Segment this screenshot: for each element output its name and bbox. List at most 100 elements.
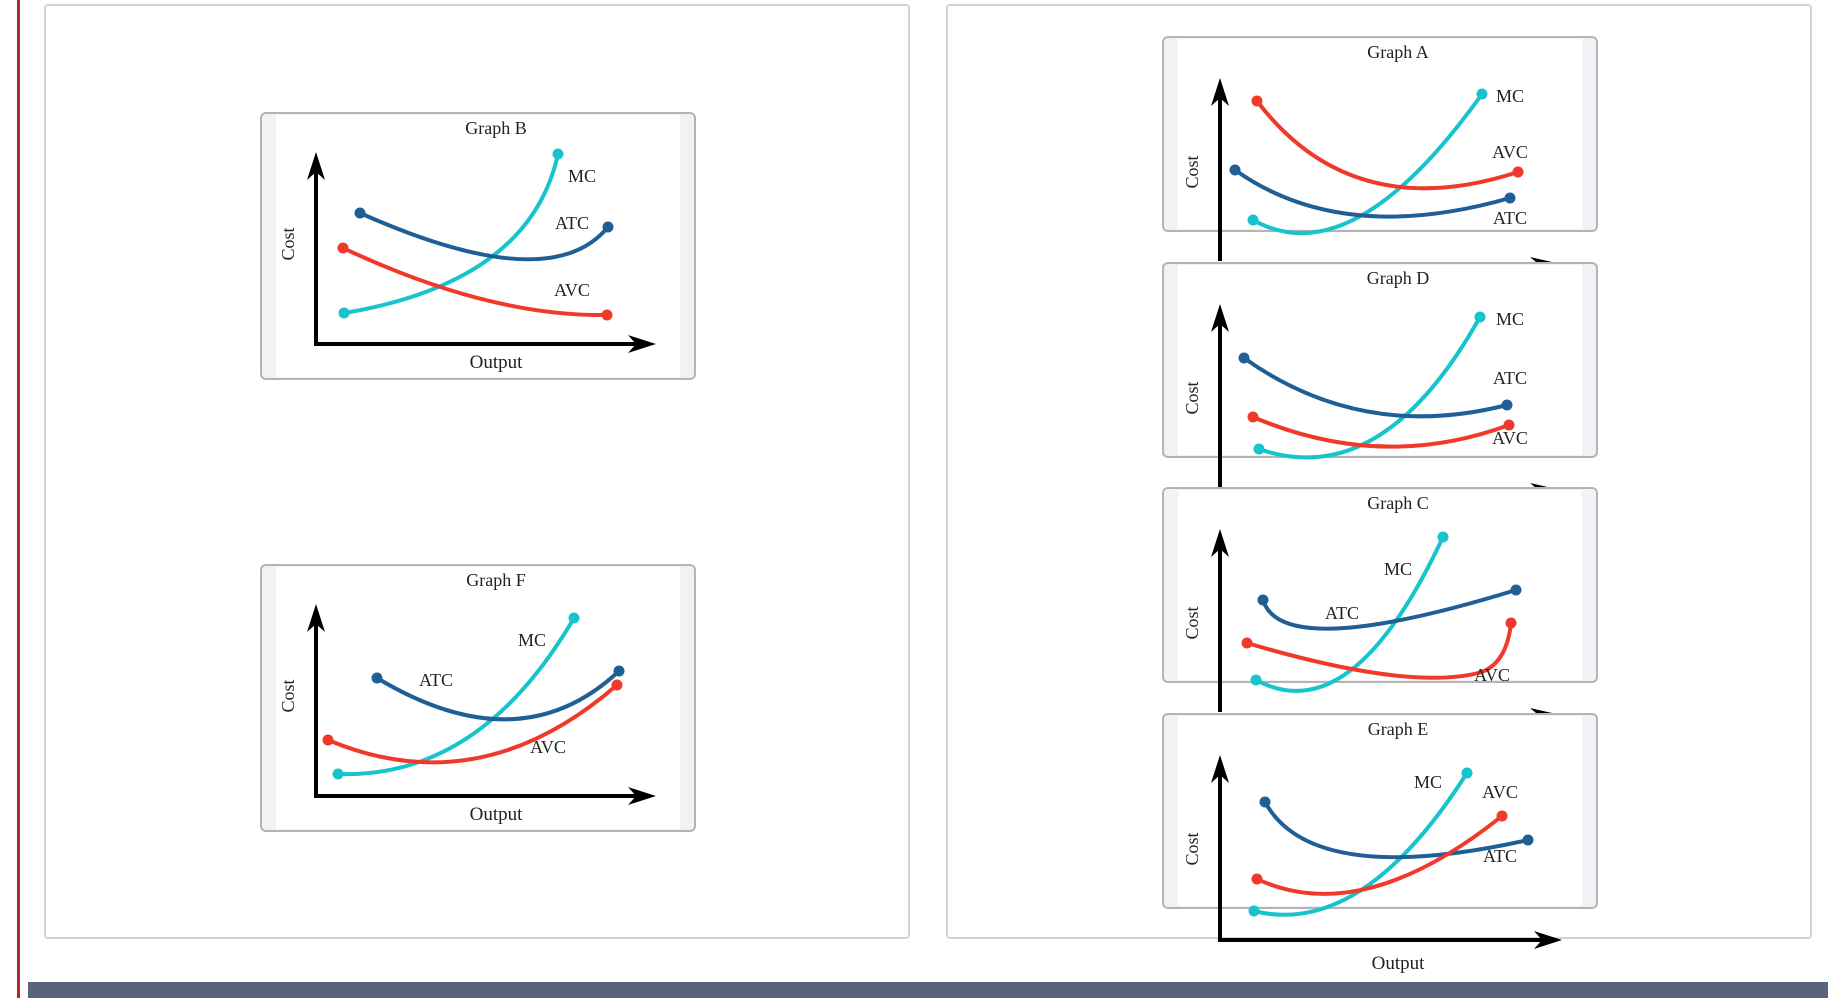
graph-e-svg: Graph E Output Cost MC AVC ATC [1182, 719, 1562, 974]
graph-d-avc-curve [1251, 415, 1511, 449]
right-graph-panel[interactable]: Graph A Cost MC AVC ATC Graph D Cost [946, 4, 1812, 974]
graph-b-y-axis-label: Cost [278, 227, 298, 260]
graph-c-atc-start-point [1257, 594, 1269, 606]
graph-a-y-arrowhead [1211, 78, 1229, 106]
graph-f-mc-start-point [332, 768, 344, 780]
graph-f-mc-curve [336, 616, 576, 777]
graph-e-mc-start-point [1248, 905, 1260, 917]
graph-b-atc-label: ATC [555, 213, 589, 233]
graph-d-avc-end-point [1503, 419, 1515, 431]
graph-f-avc-end-point [611, 679, 623, 691]
graph-e-x-axis-label: Output [1372, 953, 1426, 974]
graph-d-mc-label: MC [1496, 309, 1524, 329]
graph-e-card[interactable]: Graph E Output Cost MC AVC ATC [1162, 713, 1598, 974]
graph-a-svg: Graph A Cost MC AVC ATC [1182, 42, 1552, 267]
graph-c-avc-start-point [1241, 637, 1253, 649]
graph-d-mc-end-point [1474, 311, 1486, 323]
graph-c-card[interactable]: Graph C Cost MC ATC AVC [1162, 487, 1598, 718]
graph-f-avc-start-point [322, 734, 334, 746]
graph-c-atc-end-point [1510, 584, 1522, 596]
graph-c-mc-end-point [1437, 531, 1449, 543]
graph-a-mc-label: MC [1496, 86, 1524, 106]
graph-d-mc-start-point [1253, 443, 1265, 455]
graph-c-avc-label: AVC [1474, 665, 1510, 685]
graph-d-y-arrowhead [1211, 304, 1229, 332]
left-red-rule [17, 0, 20, 998]
graph-a-mc-end-point [1476, 88, 1488, 100]
graph-f-y-arrowhead [307, 604, 325, 632]
graph-b-mc-start-point [338, 307, 350, 319]
graph-b-atc-end-point [602, 221, 614, 233]
graph-d-atc-label: ATC [1493, 368, 1527, 388]
graph-c-y-axis-label: Cost [1182, 606, 1202, 639]
graph-f-title: Graph F [466, 570, 526, 590]
graph-a-atc-start-point [1229, 164, 1241, 176]
graph-c-atc-curve [1261, 588, 1518, 631]
graph-f-atc-start-point [371, 672, 383, 684]
graph-a-atc-label: ATC [1493, 208, 1527, 228]
graph-d-mc-curve [1257, 315, 1482, 460]
graph-f-atc-curve [375, 669, 621, 722]
graph-e-atc-end-point [1522, 834, 1534, 846]
graph-e-atc-label: ATC [1483, 846, 1517, 866]
graph-c-y-arrowhead [1211, 529, 1229, 557]
graph-f-y-axis-label: Cost [278, 679, 298, 712]
graph-f-avc-curve [326, 683, 619, 765]
graph-c-title: Graph C [1367, 493, 1429, 513]
graph-d-atc-curve [1242, 356, 1509, 419]
graph-d-atc-start-point [1238, 352, 1250, 364]
graph-a-y-axis-label: Cost [1182, 155, 1202, 188]
graph-b-atc-start-point [354, 207, 366, 219]
graph-a-atc-end-point [1504, 192, 1516, 204]
graph-e-atc-curve [1263, 800, 1530, 860]
graph-d-avc-start-point [1247, 411, 1259, 423]
graph-b-avc-curve [341, 246, 609, 318]
graph-d-card[interactable]: Graph D Cost MC ATC AVC [1162, 262, 1598, 493]
graph-b-y-arrowhead [307, 152, 325, 180]
graph-e-mc-label: MC [1414, 772, 1442, 792]
graph-b-title: Graph B [465, 118, 527, 138]
graph-e-mc-end-point [1461, 767, 1473, 779]
graph-b-x-arrowhead [628, 335, 656, 353]
graph-b-card[interactable]: Graph B Output Cost MC ATC AVC [260, 112, 696, 380]
graph-a-card[interactable]: Graph A Cost MC AVC ATC [1162, 36, 1598, 267]
graph-c-mc-label: MC [1384, 559, 1412, 579]
graph-f-plot-area [276, 567, 680, 829]
graph-a-avc-end-point [1512, 166, 1524, 178]
graph-b-x-axis-label: Output [470, 352, 524, 373]
graph-e-atc-start-point [1259, 796, 1271, 808]
graph-c-avc-end-point [1505, 617, 1517, 629]
graph-e-avc-end-point [1496, 810, 1508, 822]
graph-b-svg: Graph B Output Cost MC ATC AVC [278, 118, 656, 373]
graph-b-avc-start-point [337, 242, 349, 254]
graph-d-avc-label: AVC [1492, 428, 1528, 448]
graph-d-atc-end-point [1501, 399, 1513, 411]
graph-f-axes [307, 604, 656, 805]
graph-f-x-axis-label: Output [470, 804, 524, 825]
graph-a-avc-label: AVC [1492, 142, 1528, 162]
graph-e-y-axis-label: Cost [1182, 832, 1202, 865]
graph-e-avc-curve [1255, 814, 1504, 896]
graph-f-card[interactable]: Graph F Output Cost MC ATC AVC [260, 564, 696, 832]
graph-e-avc-start-point [1251, 873, 1263, 885]
graph-c-mc-start-point [1250, 674, 1262, 686]
graph-e-mc-curve [1252, 771, 1469, 917]
graph-b-avc-end-point [601, 309, 613, 321]
graph-c-avc-curve [1245, 621, 1513, 680]
graph-f-atc-end-point [613, 665, 625, 677]
graph-a-avc-start-point [1251, 95, 1263, 107]
graph-e-x-arrowhead [1534, 931, 1562, 949]
graph-b-avc-label: AVC [554, 280, 590, 300]
graph-f-x-arrowhead [628, 787, 656, 805]
graph-d-title: Graph D [1367, 268, 1429, 288]
graph-c-atc-label: ATC [1325, 603, 1359, 623]
graph-a-mc-start-point [1247, 214, 1259, 226]
graph-f-mc-label: MC [518, 630, 546, 650]
graph-b-mc-label: MC [568, 166, 596, 186]
left-drop-panel[interactable]: Graph B Output Cost MC ATC AVC [44, 4, 910, 939]
graph-f-mc-end-point [568, 612, 580, 624]
graph-f-avc-label: AVC [530, 737, 566, 757]
graph-f-atc-label: ATC [419, 670, 453, 690]
graph-a-atc-curve [1233, 168, 1512, 219]
graph-e-title: Graph E [1368, 719, 1428, 739]
